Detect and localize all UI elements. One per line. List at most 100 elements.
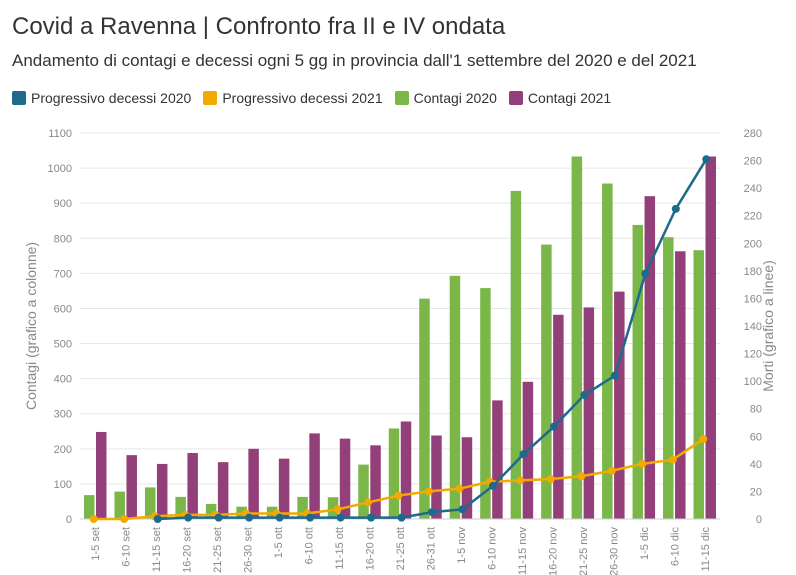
y-tick-label: 200 xyxy=(54,444,72,456)
y2-tick-label: 260 xyxy=(744,156,762,168)
point-decessi-2020 xyxy=(641,269,650,278)
y2-tick-label: 240 xyxy=(744,183,762,195)
x-tick-label: 21-25 nov xyxy=(578,527,590,575)
x-tick-label: 21-25 set xyxy=(212,527,224,573)
point-decessi-2020 xyxy=(214,513,223,522)
y2-tick-label: 80 xyxy=(750,404,762,416)
x-tick-label: 11-15 dic xyxy=(700,527,712,572)
x-tick-label: 16-20 set xyxy=(182,527,194,573)
point-decessi-2020 xyxy=(458,505,467,514)
y-tick-label: 700 xyxy=(54,268,72,280)
point-decessi-2020 xyxy=(184,513,193,522)
point-decessi-2020 xyxy=(306,513,315,522)
bar-contagi-2020 xyxy=(480,288,491,519)
point-decessi-2021 xyxy=(668,455,677,464)
chart-subtitle: Andamento di contagi e decessi ogni 5 gg… xyxy=(12,51,697,70)
point-decessi-2021 xyxy=(394,491,403,500)
bar-contagi-2020 xyxy=(419,298,430,519)
point-decessi-2020 xyxy=(671,204,680,213)
y2-tick-label: 140 xyxy=(744,321,762,333)
bar-contagi-2021 xyxy=(278,458,290,519)
x-tick-label: 1-5 set xyxy=(90,527,102,561)
chart-title: Covid a Ravenna | Confronto fra II e IV … xyxy=(12,13,506,40)
y2-tick-label: 60 xyxy=(750,431,762,443)
y2-axis-title: Morti (grafico a linee) xyxy=(760,260,776,392)
point-decessi-2020 xyxy=(519,450,528,459)
bar-contagi-2021 xyxy=(339,438,351,519)
y2-tick-label: 280 xyxy=(744,128,762,140)
y-tick-label: 0 xyxy=(66,514,72,526)
x-tick-label: 6-10 dic xyxy=(669,527,681,567)
legend-label: Contagi 2020 xyxy=(413,90,497,106)
bar-contagi-2020 xyxy=(114,491,125,519)
bar-contagi-2021 xyxy=(644,196,656,519)
x-tick-label: 6-10 set xyxy=(121,527,133,567)
point-decessi-2020 xyxy=(702,155,711,164)
point-decessi-2021 xyxy=(638,459,647,468)
bar-contagi-2020 xyxy=(327,497,339,519)
bar-contagi-2020 xyxy=(144,487,156,519)
bar-contagi-2021 xyxy=(400,421,412,519)
y-axis-title: Contagi (grafico a colonne) xyxy=(23,242,39,410)
x-tick-label: 11-15 ott xyxy=(334,527,346,570)
bar-contagi-2021 xyxy=(614,291,625,519)
bar-contagi-2021 xyxy=(248,448,259,519)
bar-contagi-2020 xyxy=(510,190,522,519)
legend-item-decessi-2020[interactable]: Progressivo decessi 2020 xyxy=(12,90,191,106)
point-decessi-2021 xyxy=(120,515,129,523)
bar-contagi-2020 xyxy=(663,237,674,519)
y-tick-label: 900 xyxy=(54,198,72,210)
y2-tick-label: 100 xyxy=(744,376,762,388)
bar-contagi-2021 xyxy=(583,307,595,519)
bar-contagi-2020 xyxy=(388,428,400,519)
y-tick-label: 1000 xyxy=(48,163,72,175)
y-tick-label: 500 xyxy=(54,339,72,351)
legend-label: Progressivo decessi 2020 xyxy=(31,90,192,106)
x-tick-label: 26-30 set xyxy=(243,527,255,573)
bar-contagi-2021 xyxy=(370,445,381,519)
legend-item-contagi-2021[interactable]: Contagi 2021 xyxy=(508,90,612,106)
y2-tick-label: 120 xyxy=(744,349,762,361)
bar-contagi-2020 xyxy=(571,156,583,519)
point-decessi-2020 xyxy=(428,508,436,517)
legend-label: Contagi 2021 xyxy=(527,90,612,106)
y-tick-label: 300 xyxy=(54,409,72,421)
point-decessi-2020 xyxy=(580,390,589,399)
legend-item-contagi-2020[interactable]: Contagi 2020 xyxy=(394,90,497,106)
bar-contagi-2021 xyxy=(492,400,503,519)
y-tick-label: 400 xyxy=(54,374,72,386)
point-decessi-2020 xyxy=(367,513,376,522)
point-decessi-2020 xyxy=(275,513,284,522)
point-decessi-2020 xyxy=(549,422,558,431)
x-tick-label: 1-5 dic xyxy=(639,527,651,561)
bar-contagi-2021 xyxy=(95,431,107,519)
bar-contagi-2020 xyxy=(205,503,217,519)
x-tick-label: 1-5 ott xyxy=(273,527,285,558)
y-tick-label: 100 xyxy=(54,479,72,491)
x-tick-label: 21-25 ott xyxy=(395,527,407,570)
legend-item-decessi-2021[interactable]: Progressivo decessi 2021 xyxy=(203,90,383,106)
point-decessi-2020 xyxy=(153,515,162,523)
bar-contagi-2020 xyxy=(358,464,369,519)
point-decessi-2020 xyxy=(397,513,406,522)
x-tick-label: 26-30 nov xyxy=(608,527,620,575)
chart-header: Covid a Ravenna | Confronto fra II e IV … xyxy=(12,10,788,72)
x-tick-label: 1-5 nov xyxy=(456,527,468,564)
legend-label: Progressivo decessi 2021 xyxy=(222,90,383,106)
x-tick-label: 16-20 ott xyxy=(365,527,377,570)
point-decessi-2020 xyxy=(488,481,497,490)
y2-tick-label: 200 xyxy=(744,238,762,250)
bar-contagi-2020 xyxy=(632,224,644,520)
bar-contagi-2020 xyxy=(541,244,552,519)
y2-tick-label: 160 xyxy=(744,293,762,305)
x-tick-label: 6-10 nov xyxy=(486,527,498,570)
point-decessi-2021 xyxy=(364,498,372,507)
legend-swatch xyxy=(508,91,523,105)
point-decessi-2021 xyxy=(607,466,616,475)
bar-contagi-2021 xyxy=(705,156,717,519)
x-tick-label: 11-15 set xyxy=(151,527,163,572)
bar-contagi-2020 xyxy=(602,183,613,519)
x-tick-label: 26-31 ott xyxy=(425,527,437,570)
point-decessi-2021 xyxy=(455,484,464,493)
